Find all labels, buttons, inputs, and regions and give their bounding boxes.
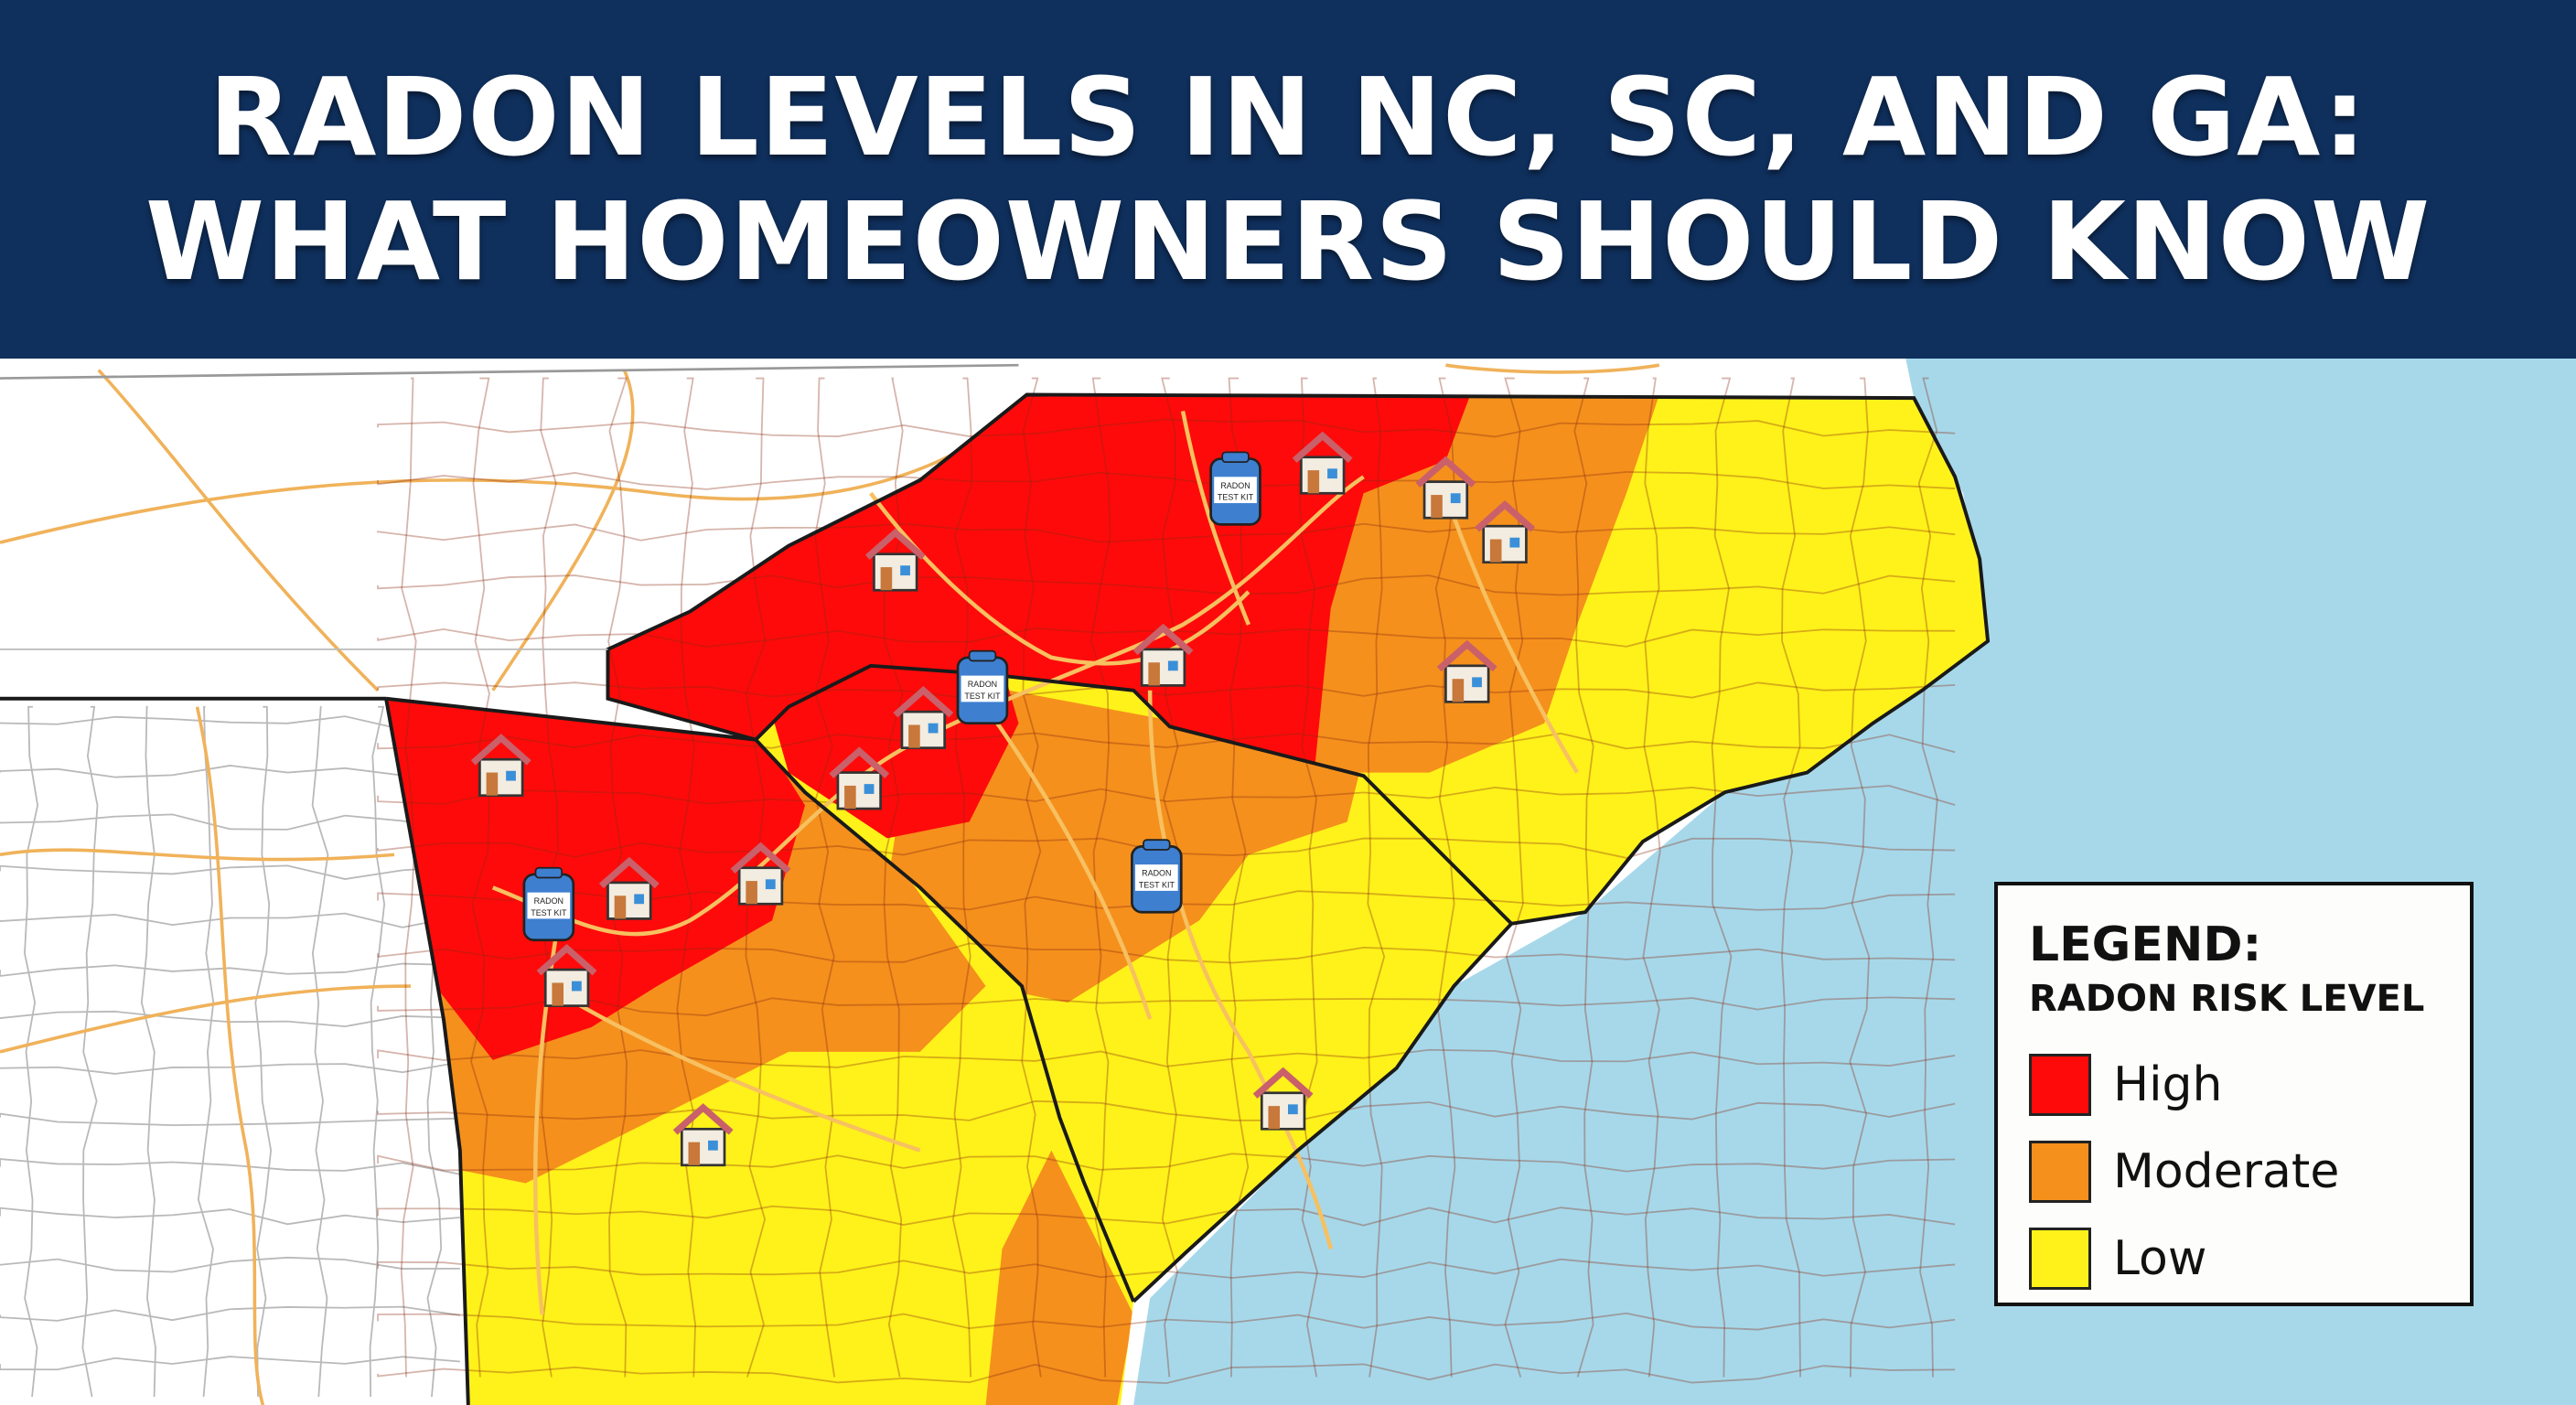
county-lines-outside <box>0 705 461 1398</box>
house-icon <box>730 842 791 906</box>
house-icon <box>536 943 597 1007</box>
house-icon <box>864 528 926 592</box>
legend-subtitle: RADON RISK LEVEL <box>2029 978 2425 1020</box>
radon-test-kit-icon: RADON TEST KIT <box>956 649 1009 725</box>
test-kit-label: RADON <box>534 896 564 906</box>
test-kit-label: TEST KIT <box>964 692 1001 701</box>
legend-item-low: Low <box>2029 1215 2470 1302</box>
legend-item-moderate: Moderate <box>2029 1128 2470 1215</box>
house-icon <box>598 856 660 920</box>
legend-title: LEGEND: <box>2029 917 2262 972</box>
legend: LEGEND: RADON RISK LEVEL High Moderate L… <box>1994 882 2474 1306</box>
house-icon <box>1292 431 1353 495</box>
house-icon <box>1436 639 1497 703</box>
house-icon <box>1415 456 1476 520</box>
house-icon <box>893 685 954 749</box>
test-kit-label: RADON <box>1142 869 1171 878</box>
legend-label-low: Low <box>2113 1230 2207 1286</box>
legend-swatch-moderate <box>2029 1140 2091 1203</box>
house-icon <box>672 1103 734 1167</box>
test-kit-label: RADON <box>1220 481 1250 490</box>
legend-label-moderate: Moderate <box>2113 1143 2340 1199</box>
legend-label-high: High <box>2113 1056 2223 1112</box>
state-borders <box>0 363 1991 1405</box>
house-icon <box>1132 623 1194 687</box>
title-line-1: RADON LEVELS IN NC, SC, AND GA: <box>209 54 2367 180</box>
title-banner: RADON LEVELS IN NC, SC, AND GA: WHAT HOM… <box>0 0 2576 359</box>
house-icon <box>1475 500 1535 564</box>
title-line-2: WHAT HOMEOWNERS SHOULD KNOW <box>145 178 2431 305</box>
test-kit-label: TEST KIT <box>1139 880 1175 889</box>
house-icon <box>1252 1067 1314 1131</box>
radon-test-kit-icon: RADON TEST KIT <box>1131 839 1183 914</box>
radon-test-kit-icon: RADON TEST KIT <box>522 866 575 942</box>
test-kit-label: TEST KIT <box>531 908 567 917</box>
legend-swatch-high <box>2029 1053 2091 1116</box>
legend-item-high: High <box>2029 1041 2470 1128</box>
test-kit-label: RADON <box>968 680 997 689</box>
house-icon <box>470 734 531 798</box>
house-icon <box>829 746 890 810</box>
radon-test-kit-icon: RADON TEST KIT <box>1209 451 1261 526</box>
roads-outside <box>0 363 1660 1405</box>
legend-swatch-low <box>2029 1227 2091 1290</box>
test-kit-label: TEST KIT <box>1218 492 1254 501</box>
